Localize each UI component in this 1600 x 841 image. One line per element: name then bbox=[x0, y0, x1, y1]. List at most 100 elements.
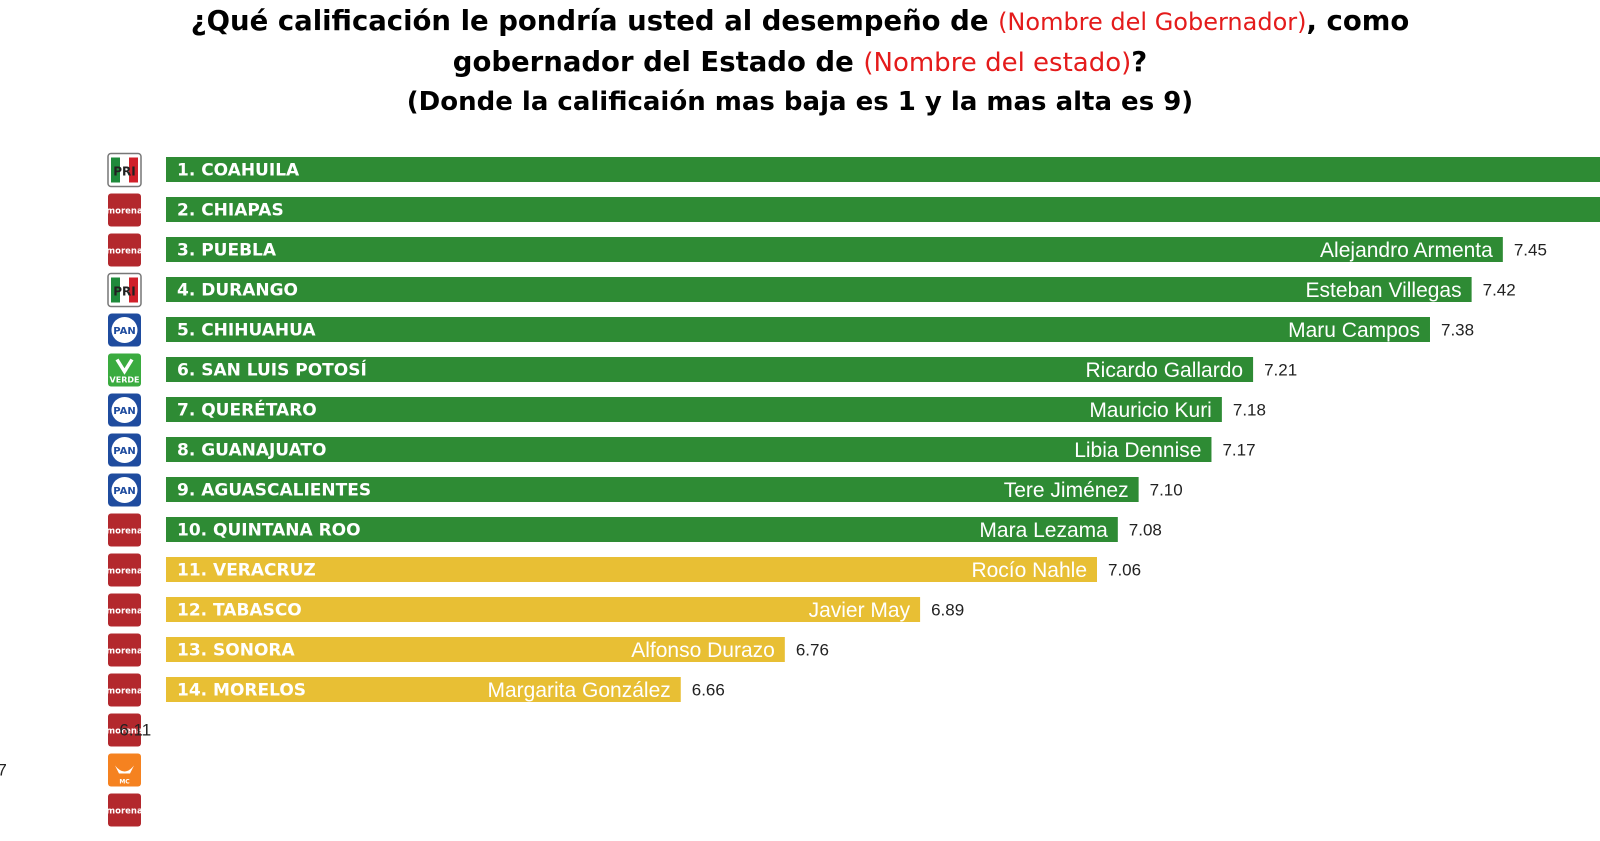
title-line-1: ¿Qué calificación le pondría usted al de… bbox=[0, 1, 1600, 42]
logo-text: morena bbox=[106, 527, 143, 537]
party-logo-morena-icon: morena bbox=[106, 553, 143, 587]
bar-governor-label: Maru Campos bbox=[1288, 319, 1420, 342]
bar-value-label: 7.42 bbox=[1483, 281, 1516, 300]
bar-value-label: 6.66 bbox=[692, 681, 725, 700]
logo-text: PRI bbox=[113, 285, 136, 299]
logo-text: VERDE bbox=[110, 376, 140, 385]
chart-title: ¿Qué calificación le pondría usted al de… bbox=[0, 0, 1600, 121]
bar-state-label: 16. JALISCO bbox=[177, 761, 289, 781]
logo-mark bbox=[115, 765, 134, 774]
bar-governor-label: Alfonso Durazo bbox=[631, 639, 775, 662]
party-logo-verde-icon: VERDE bbox=[108, 353, 141, 387]
title-line-1-text: ¿Qué calificación le pondría usted al de… bbox=[190, 5, 999, 37]
logo-text: morena bbox=[106, 687, 143, 697]
bar-governor-label: Rocío Nahle bbox=[971, 559, 1087, 582]
bar-state-label: 2. CHIAPAS bbox=[177, 201, 284, 221]
bar-value-label: 6.89 bbox=[931, 601, 964, 620]
bar-value-label: 6.76 bbox=[796, 641, 829, 660]
bar-state-label: 6. SAN LUIS POTOSÍ bbox=[177, 359, 367, 381]
bar-state-label: 7. QUERÉTARO bbox=[177, 399, 317, 421]
logo-background bbox=[108, 233, 141, 267]
party-logo-pan-icon: PAN bbox=[108, 473, 141, 507]
logo-mark bbox=[115, 358, 134, 375]
bar-state-label: 9. AGUASCALIENTES bbox=[177, 481, 371, 501]
bar-state-label: 12. TABASCO bbox=[177, 601, 302, 621]
bar-5 bbox=[166, 317, 1430, 342]
bar-7 bbox=[166, 397, 1222, 422]
logo-circle bbox=[111, 397, 138, 423]
logo-white-stripe bbox=[120, 277, 129, 303]
logo-background bbox=[108, 633, 141, 667]
title-line-2-end: ? bbox=[1131, 46, 1148, 78]
logo-text: morena bbox=[106, 567, 143, 577]
title-governor-placeholder: (Nombre del Gobernador) bbox=[998, 8, 1307, 36]
logo-background bbox=[108, 593, 141, 627]
logo-white-stripe bbox=[120, 157, 129, 183]
bar-3 bbox=[166, 237, 1503, 262]
bar-governor-label: Alfredo Ramírez bbox=[0, 719, 98, 742]
bar-value-label: 7.21 bbox=[1264, 361, 1297, 380]
title-line-2: gobernador del Estado de (Nombre del est… bbox=[0, 42, 1600, 83]
logo-text: MC bbox=[119, 779, 130, 786]
bar-value-label: 7.10 bbox=[1150, 481, 1183, 500]
bar-8 bbox=[166, 437, 1212, 462]
bar-state-label: 5. CHIHUAHUA bbox=[177, 321, 316, 341]
bar-13 bbox=[166, 637, 785, 662]
bar-9 bbox=[166, 477, 1139, 502]
title-line-1-end: , como bbox=[1306, 5, 1410, 37]
logo-green-stripe bbox=[111, 157, 120, 183]
party-logo-morena-icon: morena bbox=[106, 233, 143, 267]
bar-value-label: 7.17 bbox=[1222, 441, 1255, 460]
bar-governor-label: Ricardo Gallardo bbox=[1086, 359, 1244, 382]
bar-state-label: 15. MICHOACÁN bbox=[177, 719, 330, 741]
logo-text: morena bbox=[106, 607, 143, 617]
bar-value-label: 7.06 bbox=[1108, 561, 1141, 580]
bar-state-label: 14. MORELOS bbox=[177, 681, 306, 701]
bar-value-label: 7.08 bbox=[1129, 521, 1162, 540]
bar-governor-label: Esteban Villegas bbox=[1306, 279, 1462, 302]
logo-background bbox=[108, 513, 141, 547]
bar-2 bbox=[166, 197, 1600, 222]
party-logo-pan-icon: PAN bbox=[108, 313, 141, 347]
party-logo-morena-icon: morena bbox=[106, 673, 143, 707]
logo-circle bbox=[111, 317, 138, 343]
party-logo-pan-icon: PAN bbox=[108, 393, 141, 427]
party-logo-morena-icon: morena bbox=[106, 193, 143, 227]
bar-state-label: 13. SONORA bbox=[177, 641, 295, 661]
bar-10 bbox=[166, 517, 1118, 542]
bar-state-label: 17. YUCATÁN bbox=[177, 799, 301, 821]
logo-text: morena bbox=[106, 207, 143, 217]
logo-red-stripe bbox=[129, 277, 138, 303]
bar-governor-label: Alejandro Armenta bbox=[1320, 239, 1493, 262]
logo-background bbox=[108, 193, 141, 227]
logo-circle bbox=[111, 437, 138, 463]
title-state-placeholder: (Nombre del estado) bbox=[863, 48, 1132, 78]
bar-governor-label: Mauricio Kuri bbox=[1089, 399, 1212, 422]
bar-state-label: 11. VERACRUZ bbox=[177, 561, 316, 581]
bar-6 bbox=[166, 357, 1254, 382]
logo-text: morena bbox=[106, 247, 143, 257]
party-logo-pri-icon: PRI bbox=[107, 152, 142, 188]
logo-text: morena bbox=[106, 647, 143, 657]
party-logo-pan-icon: PAN bbox=[108, 433, 141, 467]
bar-governor-label: Javier May bbox=[809, 599, 911, 622]
party-logo-morena-icon: morena bbox=[106, 633, 143, 667]
party-logo-morena-icon: morena bbox=[106, 713, 143, 747]
logo-red-stripe bbox=[129, 157, 138, 183]
bar-value-label: 7.45 bbox=[1514, 241, 1547, 260]
bar-4 bbox=[166, 277, 1472, 302]
logo-text: PAN bbox=[113, 446, 136, 457]
logo-text: PAN bbox=[113, 406, 136, 417]
party-logo-morena-icon: morena bbox=[106, 793, 143, 827]
party-logo-morena-icon: morena bbox=[106, 513, 143, 547]
bar-value-label: 5.97 bbox=[0, 761, 7, 780]
bar-governor-label: Margarita González bbox=[488, 679, 671, 702]
logo-background bbox=[108, 793, 141, 827]
logo-background bbox=[108, 713, 141, 747]
logo-background bbox=[108, 553, 141, 587]
chart-subtitle: (Donde la calificaión mas baja es 1 y la… bbox=[406, 87, 1194, 117]
bar-state-label: 4. DURANGO bbox=[177, 281, 298, 301]
bar-governor-label: Tere Jiménez bbox=[1004, 479, 1129, 502]
logo-text: PRI bbox=[113, 165, 136, 179]
